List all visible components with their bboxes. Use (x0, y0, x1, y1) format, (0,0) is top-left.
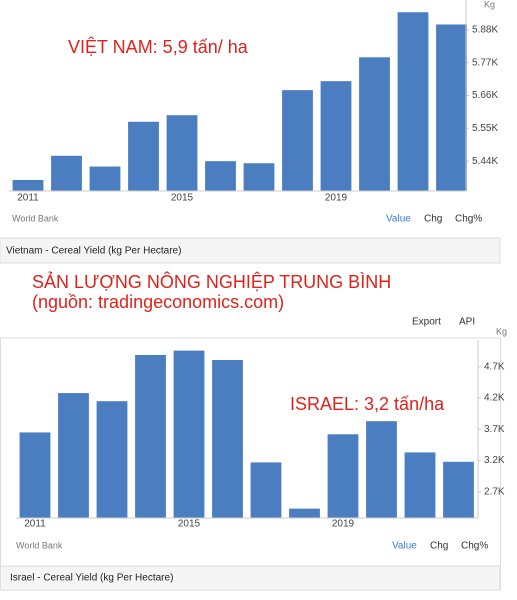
control[interactable]: Chg (424, 214, 442, 225)
bar (404, 452, 436, 518)
x-tick-label: 2011 (24, 519, 46, 530)
bar (173, 350, 205, 518)
x-tick-label: 2019 (325, 193, 348, 204)
y-tick-label: 5.66K (472, 90, 498, 101)
toolbar-button[interactable]: API (459, 317, 475, 328)
bar (320, 81, 352, 191)
subheading: (nguồn: tradingeconomics.com) (32, 292, 284, 312)
caption: Vietnam - Cereal Yield (kg Per Hectare) (6, 246, 181, 257)
bar (212, 359, 243, 518)
x-tick-label: 2015 (171, 193, 194, 204)
bar (397, 12, 429, 192)
control[interactable]: Chg (430, 541, 448, 552)
control[interactable]: Chg% (455, 214, 482, 225)
y-tick-label: 2.7K (484, 486, 505, 497)
bar (96, 401, 128, 518)
chart-frame (0, 337, 501, 591)
bar (58, 393, 89, 518)
caption-band (0, 237, 501, 264)
bar (19, 432, 51, 518)
control[interactable]: Value (386, 214, 411, 225)
y-tick-label: 3.2K (484, 455, 505, 466)
annotation: ISRAEL: 3,2 tấn/ha (290, 394, 445, 414)
unit-label: Kg (484, 0, 495, 9)
y-tick-label: 5.44K (472, 156, 498, 167)
annotation: VIỆT NAM: 5,9 tấn/ ha (68, 37, 249, 57)
y-tick-label: 4.2K (484, 393, 505, 404)
unit-label: Kg (496, 326, 507, 336)
x-tick-label: 2019 (332, 519, 355, 530)
bar (243, 163, 275, 191)
caption: Israel - Cereal Yield (kg Per Hectare) (10, 573, 173, 584)
control[interactable]: Value (392, 541, 417, 552)
bar (436, 24, 467, 191)
bar (128, 121, 159, 191)
y-tick-label: 3.7K (484, 424, 505, 435)
bar (89, 166, 121, 191)
y-tick-label: 5.55K (472, 123, 498, 134)
caption-band (0, 565, 501, 591)
bar (166, 115, 198, 191)
x-tick-label: 2011 (17, 193, 39, 204)
bar (250, 462, 282, 518)
bar (443, 461, 474, 518)
bar (135, 354, 166, 518)
bar (51, 155, 82, 191)
control[interactable]: Chg% (461, 541, 488, 552)
x-tick-label: 2015 (178, 519, 201, 530)
toolbar-button[interactable]: Export (412, 317, 441, 328)
y-tick-label: 4.7K (484, 361, 505, 372)
source: World Bank (12, 213, 59, 223)
bar (205, 161, 236, 191)
y-tick-label: 5.77K (472, 57, 498, 68)
bar (289, 508, 320, 518)
y-tick-label: 5.88K (472, 24, 498, 35)
bar (12, 179, 44, 191)
bar (359, 57, 390, 191)
bar (366, 421, 397, 518)
bar (282, 90, 313, 191)
bar (327, 434, 359, 518)
source: World Bank (16, 540, 63, 550)
heading: SẢN LƯỢNG NÔNG NGHIỆP TRUNG BÌNH (32, 271, 391, 292)
